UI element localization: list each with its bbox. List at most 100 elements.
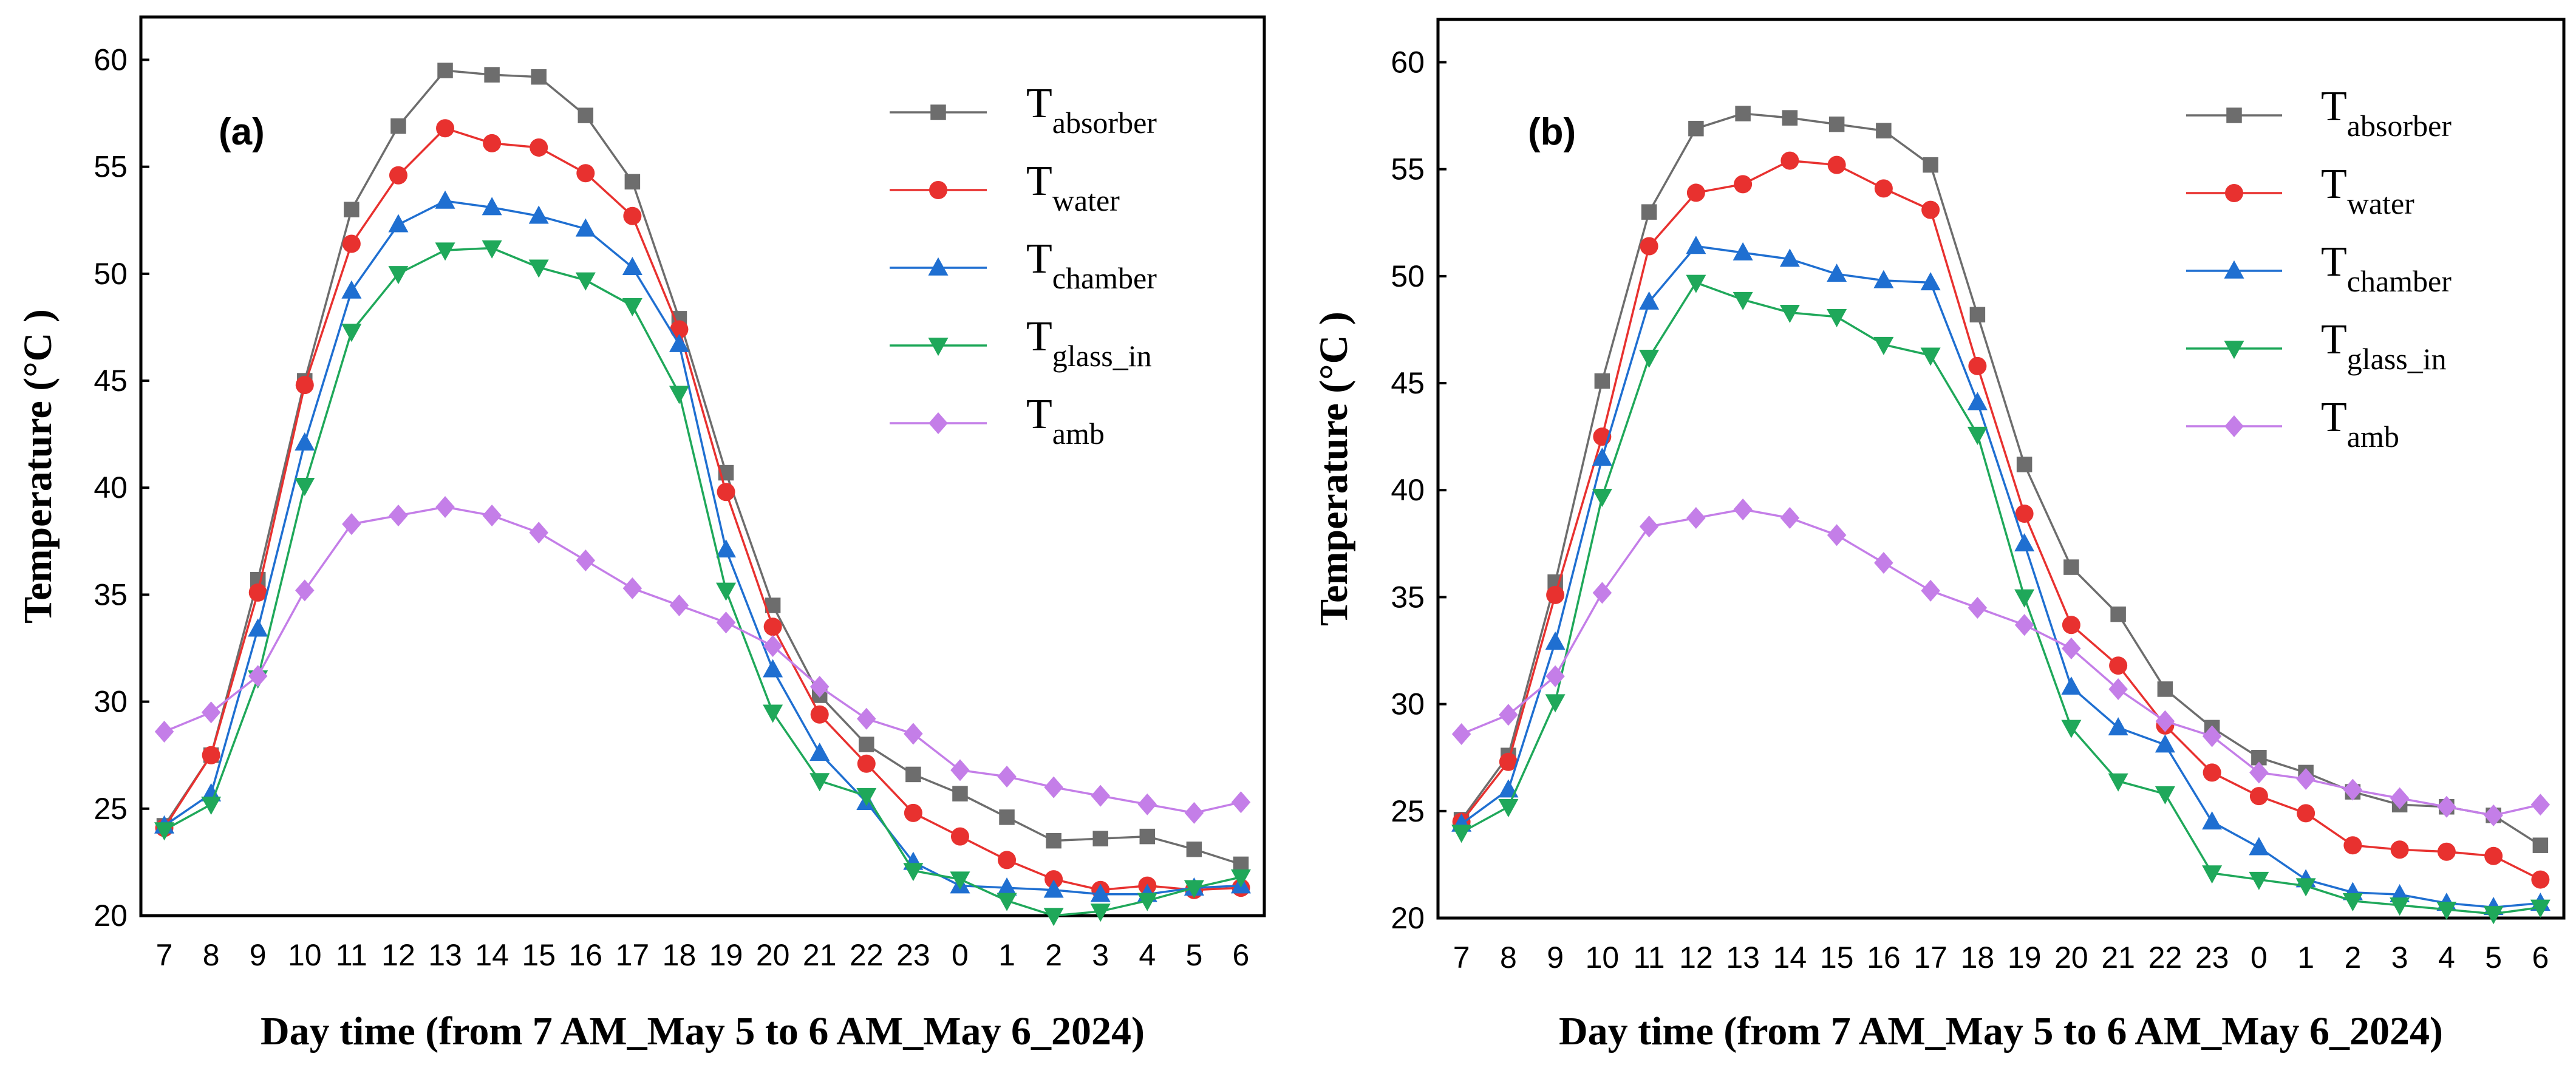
y-axis-title: Temperature (°C ) (1312, 311, 1356, 626)
x-tick-label: 16 (1867, 941, 1901, 975)
plot-frame (139, 15, 1266, 917)
data-point (1782, 110, 1798, 126)
y-tick-label: 40 (1391, 473, 1425, 507)
data-point (2295, 878, 2316, 897)
data-point (1044, 776, 1063, 798)
data-point (1686, 274, 1706, 293)
data-point (1044, 870, 1063, 889)
y-tick-label: 55 (1391, 152, 1425, 186)
x-tick-label: 15 (522, 938, 556, 972)
data-point (1873, 270, 1894, 288)
series-line (1460, 508, 2541, 817)
x-tick-label: 12 (381, 938, 415, 972)
data-point (530, 138, 548, 157)
data-point (2343, 778, 2363, 801)
x-tick-label: 23 (896, 938, 930, 972)
data-point (1920, 272, 1941, 291)
x-axis-title: Day time (from 7 AM_May 5 to 6 AM_May 6_… (1559, 1009, 2443, 1053)
x-tick-label: 8 (203, 938, 220, 972)
data-point (1499, 752, 1518, 771)
legend-marker (929, 181, 947, 199)
series-water (1452, 151, 2550, 889)
legend-label: Tabsorber (2321, 83, 2452, 143)
data-point (2061, 720, 2082, 738)
series-line (1460, 281, 2541, 915)
data-point (529, 522, 548, 544)
data-point (1137, 893, 1157, 911)
data-point (809, 675, 830, 698)
data-point (1827, 309, 1847, 328)
x-tick-label: 7 (156, 938, 173, 972)
data-point (1499, 704, 1518, 726)
data-point (248, 618, 268, 637)
data-point (950, 827, 969, 846)
x-tick-label: 21 (2101, 941, 2135, 975)
x-tick-label: 22 (2148, 941, 2182, 975)
data-point (903, 863, 924, 882)
legend-entry-amb: Tamb (2186, 394, 2399, 454)
data-point (2155, 734, 2175, 753)
data-point (1688, 120, 1704, 137)
legend-marker (2226, 107, 2242, 123)
x-tick-label: 9 (1547, 941, 1564, 975)
data-point (950, 871, 970, 890)
data-point (2390, 897, 2410, 916)
data-point (390, 118, 406, 134)
x-tick-label: 19 (2008, 941, 2042, 975)
data-point (1046, 832, 1061, 849)
panel-label: (b) (1528, 111, 1576, 153)
data-point (1451, 723, 1471, 745)
data-point (1592, 489, 1612, 508)
data-point (1779, 305, 1800, 324)
legend-marker (929, 412, 948, 434)
x-tick-label: 5 (2485, 941, 2502, 975)
data-point (1090, 883, 1111, 902)
data-point (1545, 631, 1566, 650)
data-point (2390, 787, 2410, 809)
data-point (997, 877, 1017, 896)
data-point (1779, 248, 1800, 267)
data-point (1828, 116, 1845, 132)
x-tick-label: 5 (1185, 938, 1202, 972)
data-point (248, 665, 268, 687)
x-tick-label: 13 (1726, 941, 1760, 975)
series-water (155, 119, 1250, 899)
legend-entry-amb: Tamb (890, 391, 1105, 451)
legend-entry-absorber: Tabsorber (890, 80, 1157, 140)
data-point (998, 851, 1017, 869)
panel-label: (a) (219, 111, 265, 153)
data-point (1592, 582, 1612, 604)
data-point (905, 766, 921, 783)
data-point (950, 759, 970, 781)
data-point (1827, 524, 1847, 546)
data-point (999, 809, 1015, 825)
data-point (2109, 656, 2128, 675)
data-point (1498, 799, 1519, 818)
series-line (163, 69, 1241, 866)
data-point (1640, 237, 1658, 256)
x-tick-label: 11 (336, 938, 367, 972)
x-tick-label: 16 (568, 938, 602, 972)
x-tick-label: 2 (1045, 938, 1062, 972)
series-glass-in (154, 240, 1251, 927)
data-point (2108, 678, 2128, 700)
legend-entry-chamber: Tchamber (890, 236, 1157, 295)
data-point (1139, 828, 1156, 845)
x-tick-label: 6 (1233, 938, 1250, 972)
x-tick-label: 21 (803, 938, 837, 972)
legend-entry-water: Twater (2186, 161, 2414, 220)
data-point (2343, 836, 2362, 855)
legend-label: Tchamber (2321, 239, 2452, 298)
data-point (669, 386, 689, 404)
data-point (342, 513, 361, 536)
y-tick-label: 50 (1391, 259, 1425, 293)
data-point (1498, 779, 1519, 798)
data-point (295, 579, 315, 602)
x-tick-label: 15 (1820, 941, 1854, 975)
x-tick-label: 18 (1961, 941, 1995, 975)
x-tick-label: 11 (1634, 941, 1665, 975)
data-point (295, 432, 315, 451)
data-point (575, 272, 596, 291)
series-glass-in (1451, 274, 2550, 925)
